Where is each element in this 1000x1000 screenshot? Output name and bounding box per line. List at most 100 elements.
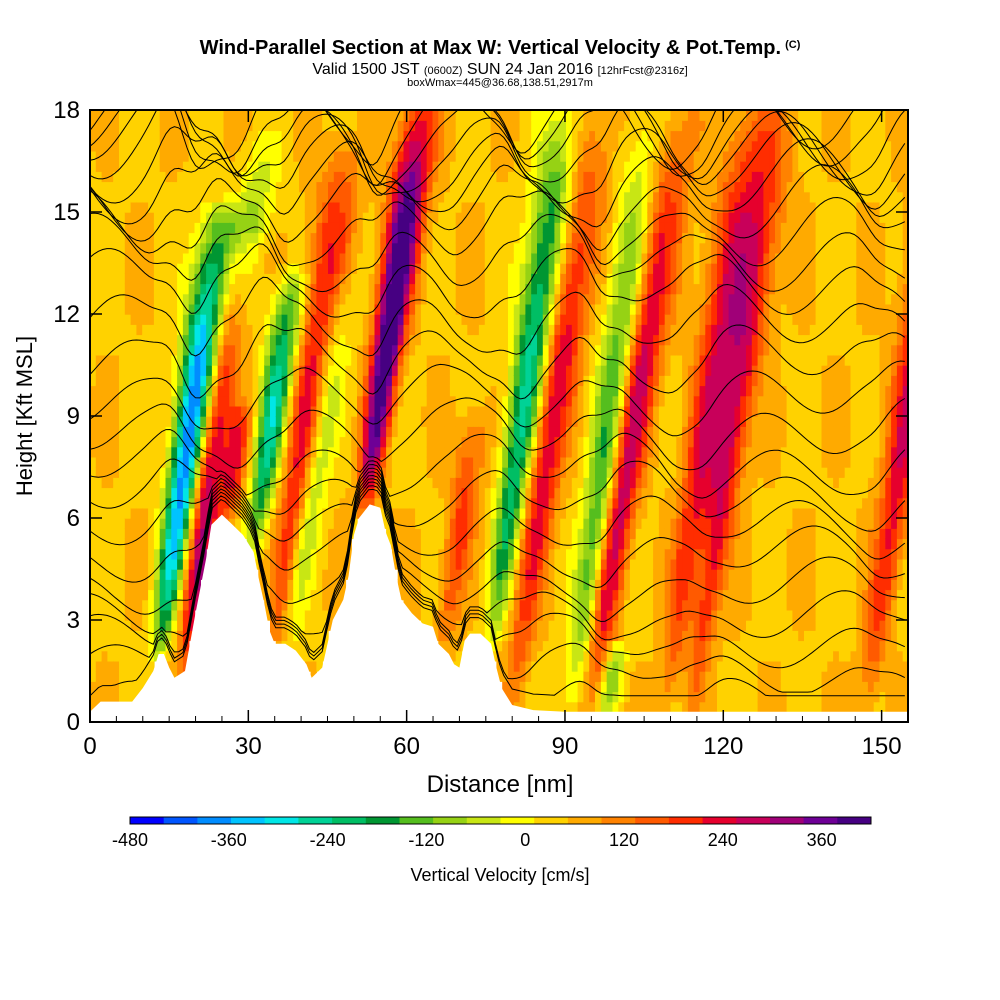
field-cell <box>513 395 521 407</box>
field-cell <box>629 416 637 427</box>
field-cell <box>461 507 468 519</box>
field-cell <box>153 201 161 213</box>
field-cell <box>119 354 126 366</box>
field-cell <box>136 528 143 540</box>
field-cell <box>142 620 149 631</box>
field-cell <box>101 589 109 601</box>
field-cell <box>148 252 155 264</box>
field-cell <box>328 395 335 407</box>
field-cell <box>299 181 306 193</box>
field-cell <box>316 569 323 580</box>
field-cell <box>519 375 527 387</box>
field-cell <box>432 344 439 356</box>
field-cell <box>299 609 306 621</box>
field-cell <box>409 487 416 499</box>
field-cell <box>252 212 259 223</box>
field-cell <box>577 252 585 264</box>
field-cell <box>177 548 184 560</box>
field-cell <box>589 140 596 152</box>
field-cell <box>455 528 463 540</box>
field-cell <box>270 456 277 468</box>
field-cell <box>177 569 184 580</box>
field-cell <box>595 181 602 193</box>
field-cell <box>310 161 318 172</box>
field-cell <box>473 507 480 519</box>
field-cell <box>142 222 149 234</box>
field-cell <box>432 446 439 458</box>
field-cell <box>496 538 503 550</box>
field-cell <box>449 344 457 356</box>
field-cell <box>449 120 457 132</box>
field-cell <box>426 242 434 254</box>
field-cell <box>130 293 138 305</box>
field-cell <box>490 416 498 427</box>
field-cell <box>502 344 509 356</box>
field-cell <box>281 334 289 346</box>
field-cell <box>508 334 515 346</box>
field-cell <box>461 222 468 234</box>
field-cell <box>142 671 149 682</box>
field-cell <box>165 242 172 254</box>
field-cell <box>508 242 515 254</box>
field-cell <box>502 252 509 264</box>
field-cell <box>304 140 312 152</box>
field-cell <box>496 671 503 682</box>
field-cell <box>229 303 236 315</box>
field-cell <box>560 589 567 601</box>
field-cell <box>548 589 556 601</box>
field-cell <box>362 344 370 356</box>
field-cell <box>264 252 271 264</box>
field-cell <box>420 569 428 580</box>
field-cell <box>136 273 143 285</box>
field-cell <box>391 222 399 234</box>
field-cell <box>583 558 590 570</box>
field-cell <box>484 140 492 152</box>
field-cell <box>293 467 300 478</box>
field-cell <box>206 252 213 264</box>
field-cell <box>589 344 596 356</box>
field-cell <box>333 181 341 193</box>
field-cell <box>397 477 405 489</box>
field-cell <box>275 456 283 468</box>
field-cell <box>554 181 561 193</box>
field-cell <box>583 324 590 336</box>
field-cell <box>537 232 544 244</box>
field-cell <box>554 354 561 366</box>
field-cell <box>548 252 556 264</box>
field-cell <box>554 456 561 468</box>
field-cell <box>345 242 352 254</box>
field-cell <box>211 395 219 407</box>
field-cell <box>211 161 219 172</box>
field-cell <box>467 609 474 621</box>
field-cell <box>310 467 318 478</box>
field-cell <box>606 538 614 550</box>
field-cell <box>473 314 480 325</box>
field-cell <box>339 518 347 529</box>
field-cell <box>368 426 376 438</box>
field-cell <box>119 681 126 693</box>
field-cell <box>606 446 614 458</box>
field-cell <box>264 405 271 417</box>
field-cell <box>420 426 428 438</box>
field-cell <box>148 477 155 489</box>
field-cell <box>235 140 242 152</box>
field-cell <box>252 314 259 325</box>
field-cell <box>426 334 434 346</box>
field-cell <box>496 181 503 193</box>
field-cell <box>351 405 358 417</box>
field-cell <box>467 201 474 213</box>
field-cell <box>548 436 556 448</box>
field-cell <box>595 293 602 305</box>
field-cell <box>537 150 544 162</box>
field-cell <box>211 426 219 438</box>
field-cell <box>420 273 428 285</box>
field-cell <box>519 314 527 325</box>
field-cell <box>351 314 358 325</box>
field-cell <box>560 283 567 295</box>
field-cell <box>217 191 225 203</box>
field-cell <box>235 232 242 244</box>
field-cell <box>560 150 567 162</box>
field-cell <box>473 620 480 631</box>
field-cell <box>566 375 573 387</box>
field-cell <box>264 558 271 570</box>
